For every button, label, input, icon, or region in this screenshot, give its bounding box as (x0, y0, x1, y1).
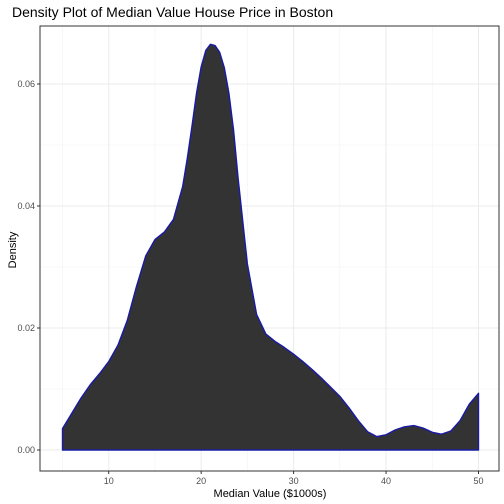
y-tick-label: 0.00 (17, 445, 35, 455)
chart-title: Density Plot of Median Value House Price… (12, 4, 333, 20)
y-axis: 0.00 0.02 0.04 0.06 (17, 79, 40, 455)
x-tick-label: 20 (196, 476, 206, 486)
x-tick-label: 50 (473, 476, 483, 486)
x-tick-label: 30 (289, 476, 299, 486)
x-tick-label: 40 (381, 476, 391, 486)
density-area (61, 43, 480, 451)
x-axis-title: Median Value ($1000s) (214, 488, 327, 500)
x-axis: 10 20 30 40 50 (104, 471, 484, 486)
y-tick-label: 0.06 (17, 79, 35, 89)
y-axis-title: Density (7, 231, 19, 268)
y-tick-label: 0.02 (17, 323, 35, 333)
y-tick-label: 0.04 (17, 201, 35, 211)
panel-border (39, 25, 500, 472)
x-tick-label: 10 (104, 476, 114, 486)
